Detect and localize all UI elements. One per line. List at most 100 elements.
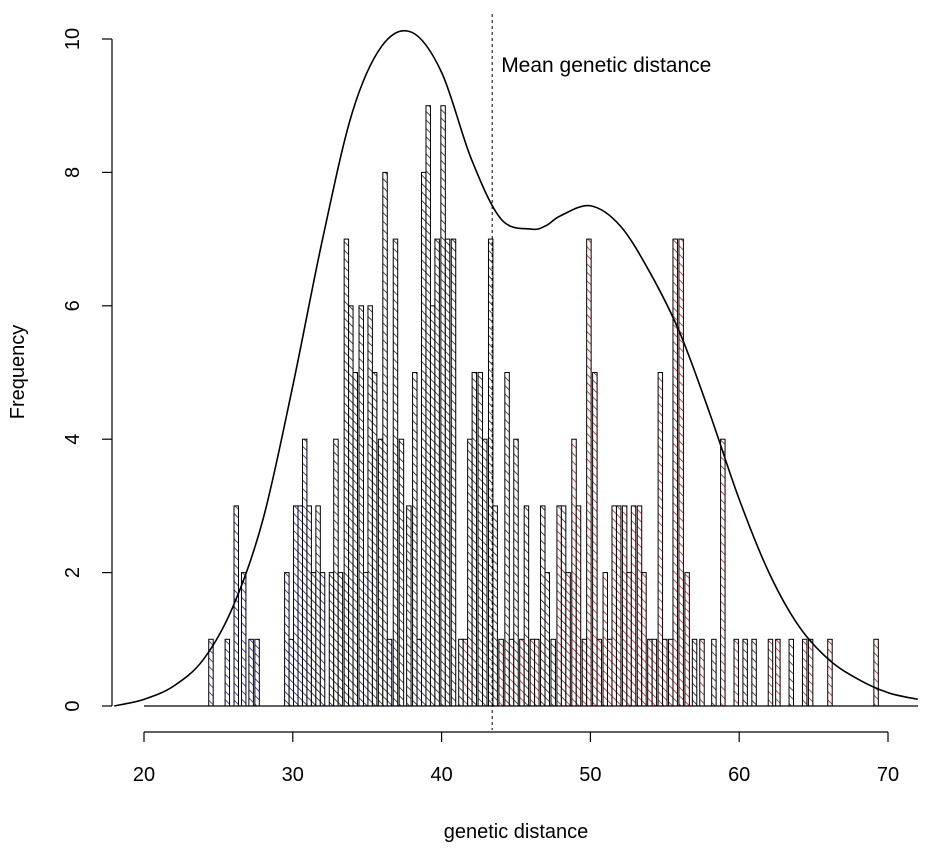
histogram-bar-68 [602, 572, 609, 707]
histogram-bar-60 [560, 505, 567, 707]
x-tick-label-50: 50 [579, 764, 601, 786]
histogram-bar-21 [358, 305, 364, 707]
histogram-bar-57 [544, 572, 550, 707]
histogram-bar-2 [233, 505, 239, 707]
histogram-bar-39 [450, 238, 457, 707]
histogram-bar-17 [337, 572, 344, 707]
histogram-bar-30 [406, 505, 412, 707]
histogram-bar-43 [471, 372, 478, 707]
histogram-bar-56 [540, 505, 546, 707]
x-tick-label-40: 40 [430, 764, 452, 786]
histogram-bar-44 [477, 372, 484, 707]
histogram-bar-63 [575, 505, 582, 707]
histogram-bar-67 [596, 638, 603, 707]
histogram-bar-7 [288, 638, 295, 707]
axis-labels: genetic distance Frequency [7, 325, 588, 843]
histogram-bar-9 [297, 505, 303, 707]
histogram-bar-10 [301, 438, 308, 707]
histogram-bar-31 [412, 372, 418, 707]
histogram-bar-84 [684, 572, 690, 707]
histogram-bar-91 [751, 638, 757, 707]
y-tick-label-4: 4 [62, 434, 84, 445]
histogram-bar-79 [657, 372, 664, 707]
x-axis-label: genetic distance [444, 821, 589, 843]
histogram-bar-98 [873, 638, 879, 707]
histogram-bar-81 [668, 638, 674, 707]
histogram-bar-3 [240, 572, 247, 707]
histogram-bar-97 [827, 638, 833, 707]
histogram-bar-32 [416, 638, 423, 707]
histogram-bar-47 [492, 505, 498, 707]
histogram-bar-94 [788, 638, 795, 707]
histogram-bar-96 [807, 638, 814, 707]
histogram-bar-75 [636, 505, 643, 707]
y-tick-label-2: 2 [62, 567, 84, 578]
histogram-bar-70 [611, 505, 617, 707]
x-tick-label-20: 20 [133, 764, 155, 786]
histogram-bar-26 [382, 171, 388, 707]
histogram-bar-83 [678, 238, 684, 707]
histogram-bar-87 [711, 638, 717, 707]
histogram-bar-23 [367, 305, 373, 707]
histogram-bar-35 [429, 305, 436, 707]
histogram-bar-66 [592, 372, 598, 707]
histogram-bar-72 [621, 505, 628, 707]
x-tick-label-30: 30 [282, 764, 304, 786]
histogram-bar-37 [440, 105, 446, 707]
histogram-bar-41 [462, 638, 469, 707]
x-tick-label-60: 60 [728, 764, 750, 786]
histogram-bars [208, 105, 879, 707]
histogram-bar-48 [498, 638, 504, 707]
histogram-bar-19 [348, 305, 354, 707]
histogram-bar-8 [293, 505, 299, 707]
histogram-bar-20 [352, 372, 359, 707]
histogram-bar-28 [392, 238, 399, 707]
histogram-bar-22 [362, 572, 369, 707]
histogram-bar-12 [310, 572, 317, 707]
y-axis-label: Frequency [7, 325, 29, 420]
density-curve-layer: Mean genetic distance [114, 14, 918, 730]
histogram-bar-34 [425, 105, 431, 707]
histogram-bar-58 [550, 638, 556, 707]
histogram-bar-85 [691, 638, 698, 707]
histogram-bar-15 [328, 572, 335, 707]
histogram-bar-82 [672, 238, 678, 707]
histogram-bar-33 [421, 171, 427, 707]
histogram-bar-77 [647, 638, 653, 707]
histogram-bar-52 [519, 638, 525, 707]
histogram-bar-65 [586, 238, 592, 707]
histogram-bar-54 [529, 638, 536, 707]
histogram-bar-49 [504, 372, 510, 707]
histogram-bar-13 [315, 505, 321, 707]
histogram-bar-40 [458, 638, 464, 707]
histogram-bar-25 [377, 438, 384, 707]
y-tick-label-6: 6 [62, 300, 84, 311]
histogram-bar-89 [733, 638, 739, 707]
histogram-bar-51 [513, 438, 519, 707]
histogram-bar-61 [565, 572, 571, 707]
histogram-bar-29 [398, 438, 405, 707]
histogram-bar-86 [699, 638, 705, 707]
histogram-bar-36 [434, 238, 440, 707]
histogram-bar-64 [581, 638, 588, 707]
histogram-bar-59 [556, 505, 562, 707]
histogram-bar-27 [386, 638, 393, 707]
histogram-bar-74 [630, 505, 637, 707]
y-tick-label-0: 0 [62, 700, 84, 711]
histogram-bar-50 [508, 638, 515, 707]
histogram-bar-53 [523, 505, 530, 707]
histogram-bar-78 [651, 638, 658, 707]
histogram-bar-38 [444, 238, 451, 707]
histogram-bar-6 [284, 572, 290, 707]
mean-annotation: Mean genetic distance [501, 54, 711, 77]
histogram-bar-95 [801, 638, 808, 707]
histogram-bar-71 [615, 505, 622, 707]
histogram-bar-24 [371, 372, 378, 707]
y-tick-label-10: 10 [62, 28, 84, 50]
histogram-bar-5 [254, 638, 260, 707]
histogram-bar-69 [607, 638, 613, 707]
histogram-bar-45 [482, 438, 488, 707]
histogram-bar-93 [775, 638, 781, 707]
histogram-bar-16 [333, 438, 339, 707]
